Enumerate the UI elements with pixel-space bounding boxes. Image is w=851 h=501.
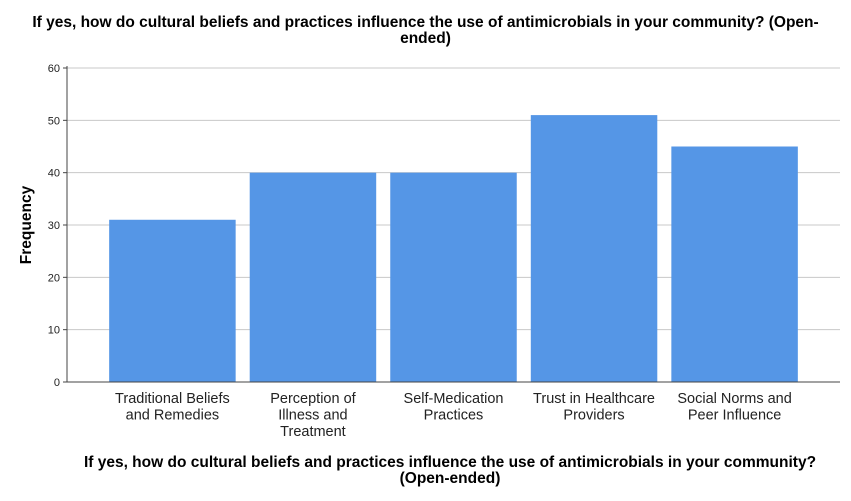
chart-title-line2: ended) <box>400 30 451 47</box>
x-axis-title: If yes, how do cultural beliefs and prac… <box>50 455 850 487</box>
x-tick-label: Trust in Healthcare Providers <box>533 391 655 424</box>
chart-title-line1: If yes, how do cultural beliefs and prac… <box>32 14 819 31</box>
y-tick-label: 60 <box>48 63 60 75</box>
y-tick-label: 30 <box>48 220 60 232</box>
x-tick-label: Perception of Illness and Treatment <box>270 391 356 440</box>
bar <box>671 146 798 382</box>
y-tick-label: 20 <box>48 272 60 284</box>
y-tick-label: 50 <box>48 115 60 127</box>
bar <box>530 115 658 382</box>
bar <box>390 172 517 382</box>
x-tick-label: Social Norms and Peer Influence <box>677 391 791 424</box>
y-tick-label: 40 <box>48 168 60 180</box>
x-axis-title-line2: (Open-ended) <box>399 470 501 487</box>
x-tick-label: Traditional Beliefs and Remedies <box>115 391 230 424</box>
y-axis-title: Frequency <box>18 185 35 264</box>
bar <box>109 219 236 382</box>
x-axis-title-line1: If yes, how do cultural beliefs and prac… <box>83 454 817 471</box>
y-tick-label: 0 <box>54 377 60 389</box>
y-tick-label: 10 <box>48 325 60 337</box>
x-tick-label: Self-Medication Practices <box>404 391 504 424</box>
bar <box>249 172 377 382</box>
chart-title: If yes, how do cultural beliefs and prac… <box>0 15 851 47</box>
